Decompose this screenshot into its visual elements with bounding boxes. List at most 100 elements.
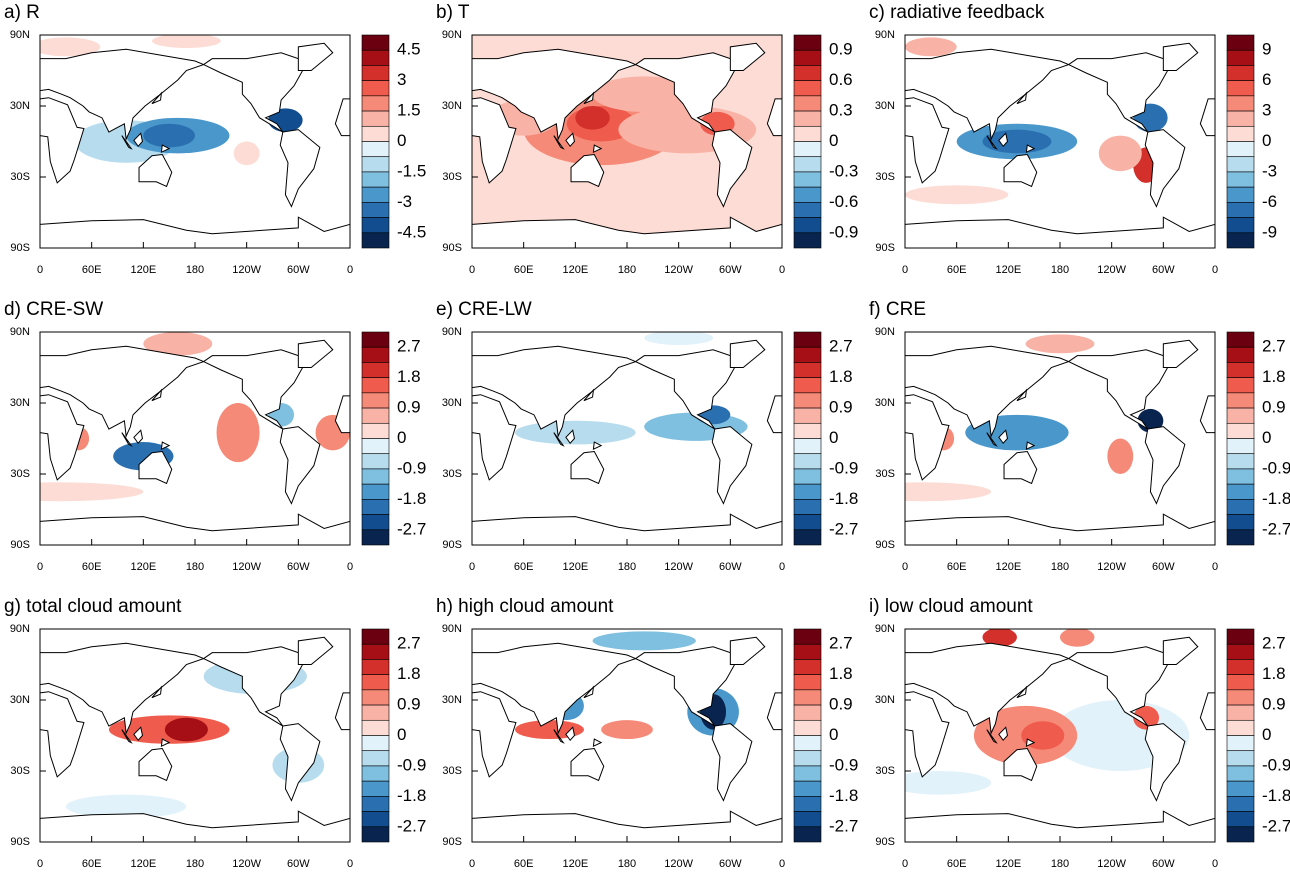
colorbar-box xyxy=(361,422,390,439)
longitude-label: 120W xyxy=(664,858,693,870)
latitude-label: 30S xyxy=(875,468,895,480)
latitude-label: 90S xyxy=(442,836,462,848)
colorbar-label: 0.9 xyxy=(397,695,421,714)
anomaly-region xyxy=(65,794,187,819)
colorbar-box xyxy=(361,392,390,409)
colorbar-label: 1.8 xyxy=(829,664,853,683)
longitude-label: 60W xyxy=(287,264,310,276)
colorbar-label: -0.9 xyxy=(397,458,426,477)
colorbar-label: 1.5 xyxy=(397,101,421,120)
colorbar-label: 2.7 xyxy=(1262,337,1286,356)
anomaly-region xyxy=(982,129,1052,154)
colorbar-box xyxy=(793,735,822,752)
colorbar-box xyxy=(1226,628,1255,645)
colorbar-box xyxy=(793,765,822,782)
colorbar-box xyxy=(1226,483,1255,500)
colorbar-box xyxy=(361,95,390,112)
colorbar-box xyxy=(361,499,390,515)
colorbar-label: 0.9 xyxy=(397,398,421,417)
colorbar-label: 0.9 xyxy=(829,398,853,417)
panel-title: g) total cloud amount xyxy=(4,596,182,617)
longitude-label: 0 xyxy=(347,561,353,573)
colorbar-label: 2.7 xyxy=(1262,634,1286,653)
colorbar-box xyxy=(361,689,390,706)
latitude-label: 90S xyxy=(10,242,30,254)
colorbar-box xyxy=(793,110,822,127)
colorbar-label: -2.7 xyxy=(397,816,426,835)
longitude-label: 60E xyxy=(947,858,967,870)
anomaly-region xyxy=(982,629,1017,647)
latitude-label: 90N xyxy=(875,326,895,338)
panel-title: e) CRE-LW xyxy=(436,299,532,320)
colorbar-box xyxy=(793,125,822,142)
colorbar-box xyxy=(361,49,390,66)
colorbar-box xyxy=(793,643,822,660)
colorbar-box xyxy=(1226,468,1255,485)
map-area xyxy=(905,35,1215,248)
colorbar-label: 0 xyxy=(829,428,838,447)
colorbar-label: -6 xyxy=(1262,192,1277,211)
colorbar-box xyxy=(793,346,822,363)
colorbar-label: -0.9 xyxy=(829,222,858,241)
colorbar-label: -1.8 xyxy=(1262,786,1290,805)
colorbar-label: -1.5 xyxy=(397,161,426,180)
longitude-label: 60W xyxy=(287,561,310,573)
colorbar-label: 2.7 xyxy=(829,634,853,653)
map-area xyxy=(40,629,350,842)
longitude-label: 60E xyxy=(514,561,534,573)
latitude-label: 90S xyxy=(10,539,30,551)
colorbar-label: 0.9 xyxy=(829,40,853,59)
latitude-label: 30S xyxy=(442,468,462,480)
colorbar-label: 2.7 xyxy=(397,634,421,653)
colorbar-label: -4.5 xyxy=(397,222,426,241)
colorbar-label: -0.3 xyxy=(829,161,858,180)
colorbar-box xyxy=(793,483,822,500)
colorbar-box xyxy=(1226,346,1255,363)
latitude-label: 90S xyxy=(10,836,30,848)
colorbar-box xyxy=(1226,719,1255,736)
colorbar-box xyxy=(1226,110,1255,127)
panel-title: c) radiative feedback xyxy=(869,2,1045,23)
panel-title: d) CRE-SW xyxy=(4,299,103,320)
colorbar-label: -1.8 xyxy=(1262,489,1290,508)
longitude-label: 0 xyxy=(469,561,475,573)
longitude-label: 60E xyxy=(82,561,102,573)
colorbar-box xyxy=(1226,735,1255,752)
colorbar-box xyxy=(1226,422,1255,439)
colorbar-box xyxy=(361,628,390,645)
longitude-label: 120E xyxy=(130,264,156,276)
colorbar-box xyxy=(361,438,390,455)
colorbar-box xyxy=(793,186,822,203)
colorbar-box xyxy=(1226,186,1255,203)
longitude-label: 60W xyxy=(719,858,742,870)
longitude-label: 0 xyxy=(37,858,43,870)
longitude-label: 180 xyxy=(1051,858,1069,870)
colorbar-label: -2.7 xyxy=(397,519,426,538)
panel-title: a) R xyxy=(4,2,40,23)
longitude-label: 120E xyxy=(995,264,1021,276)
longitude-label: 180 xyxy=(1051,264,1069,276)
colorbar-box xyxy=(1226,674,1255,691)
longitude-label: 120W xyxy=(664,561,693,573)
colorbar-box xyxy=(361,156,390,173)
panel-title: i) low cloud amount xyxy=(869,596,1033,617)
colorbar-label: -1.8 xyxy=(397,489,426,508)
colorbar-label: 0 xyxy=(829,131,838,150)
colorbar-label: 0 xyxy=(1262,725,1271,744)
longitude-label: 120W xyxy=(232,264,261,276)
colorbar-label: 2.7 xyxy=(397,337,421,356)
colorbar-box xyxy=(793,95,822,112)
colorbar-label: -3 xyxy=(397,192,412,211)
colorbar-box xyxy=(1226,643,1255,660)
colorbar-label: 4.5 xyxy=(397,40,421,59)
latitude-label: 30S xyxy=(875,765,895,777)
latitude-label: 30S xyxy=(875,171,895,183)
longitude-label: 0 xyxy=(469,264,475,276)
longitude-label: 120W xyxy=(1097,858,1126,870)
colorbar-box xyxy=(361,468,390,485)
latitude-label: 30S xyxy=(442,765,462,777)
anomaly-region xyxy=(164,717,208,742)
latitude-label: 30N xyxy=(10,694,30,706)
colorbar-box xyxy=(1226,407,1255,424)
